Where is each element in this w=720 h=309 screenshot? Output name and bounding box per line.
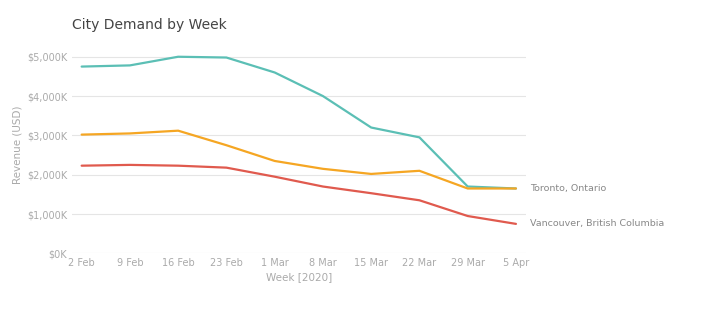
Y-axis label: Revenue (USD): Revenue (USD)	[13, 106, 23, 184]
Text: City Demand by Week: City Demand by Week	[72, 18, 227, 32]
X-axis label: Week [2020]: Week [2020]	[266, 273, 332, 282]
Text: Vancouver, British Columbia: Vancouver, British Columbia	[530, 219, 665, 228]
Text: Toronto, Ontario: Toronto, Ontario	[530, 184, 606, 193]
